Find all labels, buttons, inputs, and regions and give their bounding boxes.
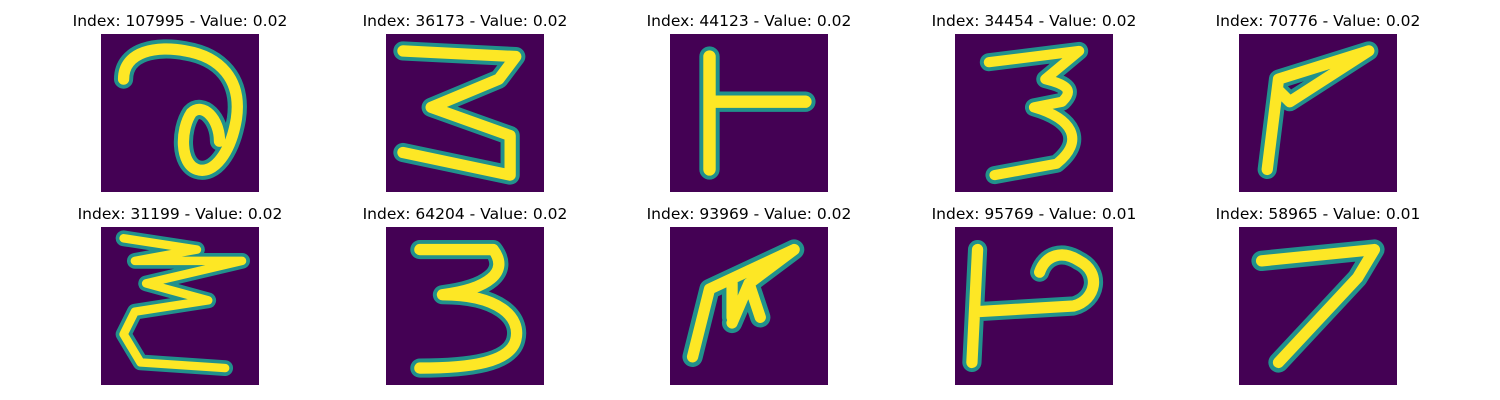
digit-panel-3: Index: 44123 - Value: 0.02 xyxy=(629,12,869,192)
digit-panel-10: Index: 58965 - Value: 0.01 xyxy=(1198,205,1438,385)
panel-title: Index: 107995 - Value: 0.02 xyxy=(72,12,288,30)
digit-image xyxy=(386,34,544,192)
digit-panel-1: Index: 107995 - Value: 0.02 xyxy=(60,12,300,192)
panel-title: Index: 95769 - Value: 0.01 xyxy=(931,205,1137,223)
three-glyph-icon xyxy=(979,41,1089,185)
digit-image xyxy=(955,34,1113,192)
three-glyph-icon xyxy=(393,41,526,185)
digit-panel-8: Index: 93969 - Value: 0.02 xyxy=(629,205,869,385)
digit-image xyxy=(1239,227,1397,385)
digit-panel-4: Index: 34454 - Value: 0.02 xyxy=(914,12,1154,192)
t-shape-glyph-icon xyxy=(699,46,816,180)
panel-title: Index: 93969 - Value: 0.02 xyxy=(646,205,852,223)
branch-glyph-icon xyxy=(682,239,805,367)
panel-title: Index: 70776 - Value: 0.02 xyxy=(1215,12,1421,30)
digit-image xyxy=(1239,34,1397,192)
digit-image xyxy=(955,227,1113,385)
three-glyph-icon xyxy=(410,239,527,378)
digit-image xyxy=(670,34,828,192)
digit-panel-7: Index: 64204 - Value: 0.02 xyxy=(345,205,585,385)
digit-image xyxy=(670,227,828,385)
panel-title: Index: 58965 - Value: 0.01 xyxy=(1215,205,1421,223)
zigzag-glyph-icon xyxy=(115,230,250,376)
digit-image xyxy=(101,227,259,385)
digit-panel-6: Index: 31199 - Value: 0.02 xyxy=(60,205,300,385)
panel-title: Index: 31199 - Value: 0.02 xyxy=(77,205,283,223)
digit-panel-9: Index: 95769 - Value: 0.01 xyxy=(914,205,1154,385)
digit-image xyxy=(386,227,544,385)
panel-title: Index: 64204 - Value: 0.02 xyxy=(362,205,568,223)
panel-title: Index: 44123 - Value: 0.02 xyxy=(646,12,852,30)
digit-panel-2: Index: 36173 - Value: 0.02 xyxy=(345,12,585,192)
panel-title: Index: 36173 - Value: 0.02 xyxy=(362,12,568,30)
digit-image xyxy=(101,34,259,192)
angle-glyph-icon xyxy=(1257,41,1379,180)
hook-glyph-icon xyxy=(962,239,1104,373)
seven-glyph-icon xyxy=(1251,239,1385,373)
panel-title: Index: 34454 - Value: 0.02 xyxy=(931,12,1137,30)
digit-panel-5: Index: 70776 - Value: 0.02 xyxy=(1198,12,1438,192)
curly-loop-glyph-icon xyxy=(113,39,247,180)
